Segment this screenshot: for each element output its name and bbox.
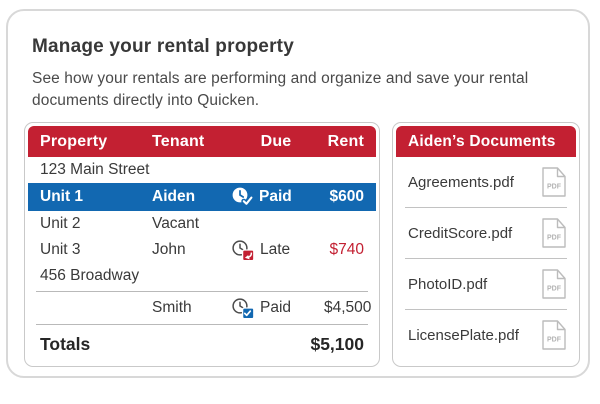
property-cell: 123 Main Street xyxy=(40,161,150,178)
clock-paid-icon xyxy=(231,186,254,208)
svg-text:PDF: PDF xyxy=(547,286,562,293)
document-name: LicensePlate.pdf xyxy=(408,326,519,344)
tenant-cell: Smith xyxy=(152,299,192,316)
due-cell: Paid xyxy=(228,297,324,320)
totals-value: $5,100 xyxy=(310,333,364,354)
due-status-label: Paid xyxy=(259,188,292,205)
clock-late-icon xyxy=(231,239,255,262)
column-header-rent: Rent xyxy=(327,132,364,150)
document-name: CreditScore.pdf xyxy=(408,224,513,242)
property-cell: Unit 3 xyxy=(40,241,81,258)
property-cell: Unit 2 xyxy=(40,215,81,232)
document-divider xyxy=(405,207,567,208)
totals-label: Totals xyxy=(40,333,91,354)
due-cell: Late xyxy=(228,239,324,262)
table-row-address-broadway[interactable]: 456 Broadway xyxy=(28,263,376,289)
table-row-unit2[interactable]: Unit 2 Vacant xyxy=(28,211,376,237)
table-divider xyxy=(36,324,368,325)
rent-cell: $4,500 xyxy=(324,299,372,316)
due-status-label: Late xyxy=(260,241,291,258)
rental-table-panel: Property Tenant Due Rent 123 Main Street… xyxy=(24,122,380,367)
rent-cell: $740 xyxy=(329,241,364,258)
table-row-unit3[interactable]: Unit 3 John Late $740 xyxy=(28,237,376,263)
svg-text:PDF: PDF xyxy=(547,235,562,242)
table-row-smith[interactable]: Smith Paid $4,500 xyxy=(28,294,376,322)
document-item-creditscore[interactable]: CreditScore.pdf PDF xyxy=(396,208,576,258)
totals-row: Totals $5,100 xyxy=(28,327,376,361)
documents-panel: Aiden’s Documents Agreements.pdf PDF Cre… xyxy=(392,122,580,367)
due-cell: Paid xyxy=(228,186,324,208)
svg-text:PDF: PDF xyxy=(547,337,562,344)
pdf-file-icon: PDF xyxy=(542,218,566,248)
page-title: Manage your rental property xyxy=(32,36,294,57)
document-item-agreements[interactable]: Agreements.pdf PDF xyxy=(396,157,576,207)
page-description: See how your rentals are performing and … xyxy=(32,70,529,109)
document-name: PhotoID.pdf xyxy=(408,275,488,293)
pdf-file-icon: PDF xyxy=(542,167,566,197)
document-divider xyxy=(405,258,567,259)
pdf-file-icon: PDF xyxy=(542,269,566,299)
table-row-address-main-street[interactable]: 123 Main Street xyxy=(28,157,376,183)
property-cell: 456 Broadway xyxy=(40,267,140,284)
column-header-tenant: Tenant xyxy=(152,132,205,150)
table-divider xyxy=(36,291,368,292)
table-header-row: Property Tenant Due Rent xyxy=(28,126,376,157)
column-header-due: Due xyxy=(260,132,292,150)
document-divider xyxy=(405,309,567,310)
due-status-label: Paid xyxy=(260,299,292,316)
property-cell: Unit 1 xyxy=(40,188,84,205)
document-item-photoid[interactable]: PhotoID.pdf PDF xyxy=(396,259,576,309)
table-row-unit1-selected[interactable]: Unit 1 Aiden Paid $600 xyxy=(28,183,376,211)
svg-text:PDF: PDF xyxy=(547,184,562,191)
column-header-property: Property xyxy=(40,132,108,150)
pdf-file-icon: PDF xyxy=(542,320,566,350)
document-name: Agreements.pdf xyxy=(408,173,514,191)
clock-paid-icon xyxy=(231,297,255,320)
tenant-cell: Vacant xyxy=(152,215,200,232)
documents-panel-header: Aiden’s Documents xyxy=(396,126,576,157)
tenant-cell: Aiden xyxy=(152,188,196,205)
rent-cell: $600 xyxy=(329,188,364,205)
document-item-licenseplate[interactable]: LicensePlate.pdf PDF xyxy=(396,310,576,360)
rental-promo-card: Manage your rental property See how your… xyxy=(6,9,590,378)
tenant-cell: John xyxy=(152,241,186,258)
